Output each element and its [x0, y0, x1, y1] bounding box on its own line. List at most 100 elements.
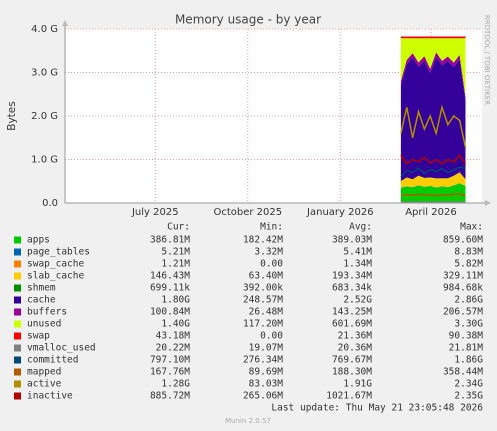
line: [400, 104, 467, 148]
legend-stat: 20.36M: [338, 343, 373, 354]
legend-stat: 1021.67M: [326, 391, 372, 402]
axis-arrow: [485, 200, 491, 206]
legend-stat: 0.00: [260, 259, 283, 270]
legend-stat: 0.00: [260, 331, 283, 342]
legend-stat: 3.30G: [454, 319, 483, 330]
line: [400, 166, 466, 178]
legend-stat: 5.82M: [454, 259, 483, 270]
legend-swatch: [14, 356, 21, 364]
legend-stat: 329.11M: [443, 271, 483, 282]
legend-stat: 206.57M: [443, 307, 483, 318]
legend-swatch: [14, 296, 21, 304]
legend-stat: 43.18M: [156, 331, 191, 342]
legend-stat: 1.34M: [343, 259, 372, 270]
legend-stat: 19.07M: [249, 343, 284, 354]
legend-stat: 769.67M: [332, 355, 372, 366]
legend-stat: 859.60M: [443, 235, 483, 246]
legend-swatch: [14, 248, 21, 256]
legend-label: inactive: [27, 391, 73, 402]
y-tick-label: 2.0 G: [31, 111, 58, 122]
legend-stat: 83.03M: [249, 379, 284, 390]
y-tick-label: 1.0 G: [31, 155, 58, 166]
legend-stat: 63.40M: [249, 271, 284, 282]
x-tick-label: April 2026: [405, 207, 456, 218]
area: [400, 38, 466, 97]
legend-swatch: [14, 236, 21, 244]
area: [400, 183, 466, 188]
legend-swatch: [14, 284, 21, 292]
legend-stat: 265.06M: [243, 391, 283, 402]
legend-header: Avg:: [349, 222, 372, 233]
plot: [65, 28, 482, 204]
legend-stat: 2.86G: [454, 295, 483, 306]
legend-header: Max:: [460, 222, 483, 233]
legend-stat: 146.43M: [150, 271, 190, 282]
legend-stat: 386.81M: [150, 235, 190, 246]
legend-stat: 100.84M: [150, 307, 190, 318]
legend-stat: 89.69M: [249, 367, 284, 378]
area: [400, 36, 466, 39]
legend-stat: 1.21M: [161, 259, 190, 270]
legend-stat: 26.48M: [249, 307, 284, 318]
legend-stat: 117.20M: [243, 319, 283, 330]
legend-stat: 182.42M: [243, 235, 283, 246]
legend-label: active: [27, 379, 62, 390]
x-tick-label: October 2025: [213, 207, 282, 218]
legend-label: swap_cache: [27, 259, 84, 270]
legend-swatch: [14, 380, 21, 388]
area: [400, 172, 466, 188]
legend-stat: 601.69M: [332, 319, 372, 330]
y-tick-label: 0.0: [42, 198, 58, 209]
legend-stat: 188.30M: [332, 367, 372, 378]
legend-stat: 392.00k: [243, 283, 283, 294]
legend-label: vmalloc_used: [27, 343, 96, 354]
legend-label: slab_cache: [27, 271, 84, 282]
legend-swatch: [14, 320, 21, 328]
footer: Munin 2.0.57: [225, 417, 271, 425]
legend-stat: 2.35G: [454, 391, 483, 402]
legend-label: swap: [27, 331, 50, 342]
legend-stat: 1.80G: [161, 295, 190, 306]
legend-stat: 885.72M: [150, 391, 190, 402]
legend-stat: 90.38M: [449, 331, 484, 342]
area: [400, 183, 466, 188]
legend-stat: 5.41M: [343, 247, 372, 258]
x-tick-label: July 2025: [131, 207, 179, 218]
legend-label: page_tables: [27, 247, 90, 258]
watermark: RRDTOOL / TOBI OETIKER: [483, 15, 491, 105]
legend-swatch: [14, 368, 21, 376]
legend-stat: 8.83M: [454, 247, 483, 258]
x-tick-label: January 2026: [306, 207, 374, 218]
legend-stat: 21.81M: [449, 343, 484, 354]
legend-stat: 699.11k: [150, 283, 190, 294]
legend-header: Min:: [260, 222, 283, 233]
legend-stat: 797.10M: [150, 355, 190, 366]
axis-arrow: [62, 20, 68, 26]
line: [400, 193, 466, 197]
last-update: Last update: Thu May 21 23:05:48 2026: [271, 403, 483, 414]
legend-swatch: [14, 392, 21, 400]
area: [400, 183, 466, 203]
legend-label: mapped: [27, 367, 61, 378]
legend-label: unused: [27, 319, 61, 330]
legend-stat: 20.22M: [156, 343, 191, 354]
legend-stat: 1.91G: [343, 379, 372, 390]
y-axis-label: Bytes: [6, 101, 18, 130]
legend-stat: 2.34G: [454, 379, 483, 390]
legend-stat: 1.28G: [161, 379, 190, 390]
area: [400, 56, 466, 181]
legend-label: buffers: [27, 307, 67, 318]
legend-label: apps: [27, 235, 50, 246]
legend-stat: 167.76M: [150, 367, 190, 378]
legend-label: shmem: [27, 283, 56, 294]
line: [400, 153, 467, 165]
legend-stat: 389.03M: [332, 235, 372, 246]
y-tick-label: 4.0 G: [31, 24, 58, 35]
legend-stat: 248.57M: [243, 295, 283, 306]
legend-stat: 5.21M: [161, 247, 190, 258]
legend-stat: 276.34M: [243, 355, 283, 366]
legend-swatch: [14, 308, 21, 316]
legend-header: Cur:: [167, 222, 190, 233]
